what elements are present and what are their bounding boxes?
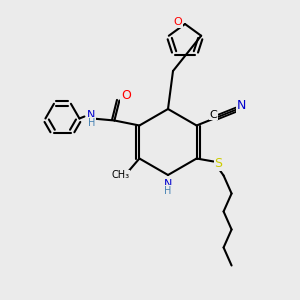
Text: O: O	[174, 17, 182, 27]
Text: N: N	[164, 179, 172, 189]
Text: O: O	[122, 89, 131, 102]
Text: C: C	[210, 110, 218, 119]
Text: H: H	[88, 118, 95, 128]
Text: H: H	[164, 186, 172, 196]
Text: CH₃: CH₃	[111, 170, 130, 181]
Text: S: S	[214, 157, 223, 170]
Text: N: N	[237, 99, 246, 112]
Text: N: N	[87, 110, 96, 121]
